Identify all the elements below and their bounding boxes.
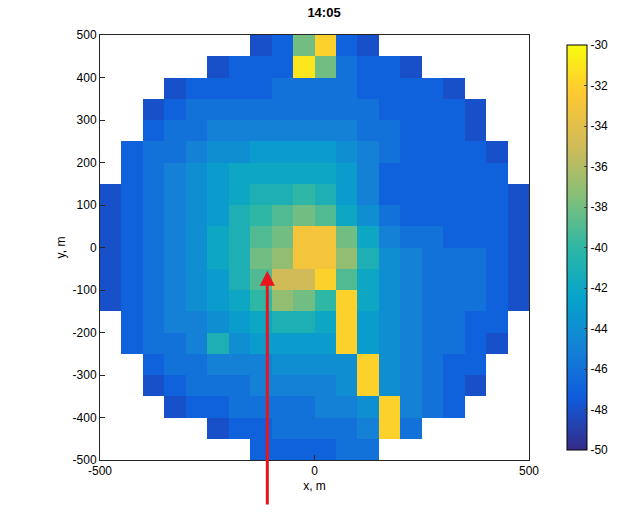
svg-text:300: 300 xyxy=(77,113,97,127)
svg-text:-500: -500 xyxy=(88,464,112,478)
svg-text:-34: -34 xyxy=(590,119,608,133)
svg-text:-400: -400 xyxy=(73,411,97,425)
svg-text:-50: -50 xyxy=(590,443,608,457)
svg-text:-36: -36 xyxy=(590,160,608,174)
svg-text:-42: -42 xyxy=(590,281,608,295)
svg-text:400: 400 xyxy=(77,71,97,85)
svg-text:0: 0 xyxy=(90,241,97,255)
svg-text:500: 500 xyxy=(519,464,539,478)
svg-text:-46: -46 xyxy=(590,362,608,376)
svg-text:-38: -38 xyxy=(590,200,608,214)
svg-text:200: 200 xyxy=(77,156,97,170)
svg-text:-44: -44 xyxy=(590,322,608,336)
svg-text:100: 100 xyxy=(77,198,97,212)
svg-text:-30: -30 xyxy=(590,38,608,52)
svg-text:-200: -200 xyxy=(73,326,97,340)
svg-text:-500: -500 xyxy=(73,453,97,467)
svg-text:x, m: x, m xyxy=(303,479,326,493)
svg-text:-40: -40 xyxy=(590,241,608,255)
svg-text:500: 500 xyxy=(77,28,97,42)
svg-text:-300: -300 xyxy=(73,368,97,382)
svg-text:-48: -48 xyxy=(590,403,608,417)
svg-text:14:05: 14:05 xyxy=(307,5,340,20)
svg-text:y, m: y, m xyxy=(54,237,68,259)
svg-text:0: 0 xyxy=(311,464,318,478)
svg-text:-32: -32 xyxy=(590,79,608,93)
svg-text:-100: -100 xyxy=(73,283,97,297)
